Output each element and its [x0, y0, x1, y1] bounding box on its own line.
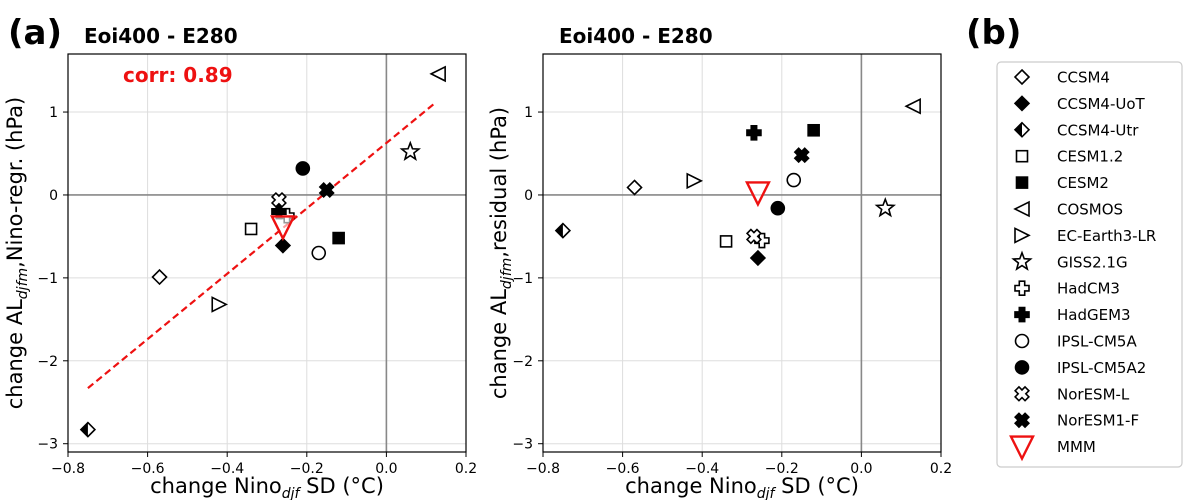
legend-label: CESM1.2	[1057, 148, 1123, 166]
scatter-panel-nino-regr: Eoi400 - E280 change ALdjfm,Nino-regr. (…	[3, 24, 477, 500]
panel-label-a: (a)	[8, 13, 62, 53]
triangle-left-open-icon	[1013, 200, 1030, 218]
y-tick-label: −2	[512, 354, 533, 370]
plot-frame	[542, 53, 942, 453]
x-tick-label: −0.6	[131, 461, 165, 477]
x-tick-label: −0.4	[685, 461, 719, 477]
legend-label: HadGEM3	[1057, 306, 1131, 324]
plus-filled-icon	[1014, 306, 1030, 323]
x-axis-label: change Ninodjf SD (°C)	[150, 474, 384, 500]
data-point-cosmos	[904, 97, 921, 115]
y-tick-label: 1	[524, 105, 533, 121]
legend-label: NorESM1-F	[1057, 412, 1139, 430]
legend-label: IPSL-CM5A2	[1057, 359, 1146, 377]
x-open-icon	[1014, 385, 1030, 402]
panel-b-title: Eoi400 - E280	[559, 24, 713, 48]
plus-open-icon	[1014, 280, 1030, 297]
legend-label: NorESM-L	[1057, 385, 1130, 403]
data-point-ec-earth3-lr	[686, 172, 704, 190]
data-point-giss2-1g	[399, 140, 421, 161]
triangle-down-red-icon	[1009, 435, 1035, 462]
legend-label: EC-Earth3-LR	[1057, 227, 1156, 245]
legend-label: CCSM4-UoT	[1057, 95, 1146, 113]
x-tick-label: −0.8	[51, 461, 85, 477]
x-tick-label: −0.4	[210, 461, 244, 477]
data-point-noresm1-f	[793, 147, 810, 164]
x-tick-label: 0.0	[850, 461, 872, 477]
data-point-ipsl-cm5a2	[770, 200, 786, 216]
diamond-half-icon	[1013, 121, 1031, 138]
x-tick-label: −0.2	[765, 461, 799, 477]
correlation-annotation: corr: 0.89	[123, 63, 233, 87]
circle-filled-icon	[1014, 360, 1030, 375]
data-point-ccsm4-utr	[554, 222, 572, 239]
legend-label: MMM	[1057, 438, 1096, 456]
panel-label-b: (b)	[966, 13, 1021, 53]
x-tick-label: 0.2	[455, 461, 477, 477]
square-filled-icon	[1015, 176, 1029, 189]
data-point-cesm2	[807, 123, 820, 137]
data-point-ipsl-cm5a	[786, 172, 802, 188]
y-tick-label: 0	[49, 188, 58, 204]
data-point-noresm-l	[745, 228, 762, 245]
data-point-cosmos	[429, 65, 446, 83]
legend-label: IPSL-CM5A	[1057, 333, 1137, 351]
y-tick-label: −2	[37, 354, 58, 370]
data-point-ccsm4-utr	[79, 421, 97, 438]
panel-a-title: Eoi400 - E280	[84, 24, 238, 48]
data-point-mmm	[744, 181, 771, 208]
data-point-hadgem3	[746, 124, 762, 141]
legend-box	[996, 61, 1183, 468]
y-axis-label: change ALdjfm,residual (hPa)	[487, 107, 515, 399]
x-tick-label: 0.0	[375, 461, 397, 477]
data-point-ipsl-cm5a	[311, 245, 327, 261]
data-point-cesm1-2	[244, 222, 258, 236]
plot-frame	[67, 53, 467, 453]
y-tick-label: −1	[512, 271, 533, 287]
data-point-giss2-1g	[874, 196, 896, 218]
scatter-panel-residual: Eoi400 - E280 change ALdjfm,residual (hP…	[487, 24, 952, 500]
data-point-cesm1-2	[719, 235, 733, 248]
data-point-mmm	[269, 215, 296, 242]
y-tick-label: 1	[49, 105, 58, 121]
x-tick-label: 0.2	[930, 461, 952, 477]
data-point-noresm-l	[270, 191, 287, 208]
y-tick-label: −1	[37, 271, 58, 287]
regression-line	[87, 102, 435, 390]
data-point-noresm1-f	[318, 181, 335, 198]
diamond-open-icon	[1013, 68, 1031, 86]
diamond-filled-icon	[1013, 95, 1031, 112]
x-tick-label: −0.2	[290, 461, 324, 477]
x-tick-label: −0.6	[606, 461, 640, 477]
data-point-ipsl-cm5a2	[295, 161, 311, 176]
legend-label: GISS2.1G	[1057, 253, 1128, 271]
legend-label: CCSM4-Utr	[1057, 121, 1139, 139]
x-tick-label: −0.8	[526, 461, 560, 477]
circle-open-icon	[1014, 333, 1030, 349]
y-axis-label: change ALdjfm,Nino-regr. (hPa)	[3, 97, 31, 409]
data-point-ccsm4	[151, 268, 168, 286]
x-axis-label: change Ninodjf SD (°C)	[625, 474, 859, 500]
star-open-icon	[1011, 250, 1033, 271]
legend: CCSM4 CCSM4-UoT CCSM4-Utr CESM1.2 CESM2 COSMO…	[996, 61, 1183, 468]
data-point-ec-earth3-lr	[211, 296, 229, 313]
legend-label: CCSM4	[1057, 69, 1110, 87]
legend-label: CESM2	[1057, 174, 1109, 192]
data-point-ccsm4-uot	[749, 249, 767, 267]
y-tick-label: 0	[524, 188, 533, 204]
x-filled-icon	[1014, 412, 1030, 429]
data-point-ccsm4	[626, 179, 643, 196]
data-point-ccsm4-uot	[274, 237, 292, 254]
y-tick-label: −3	[37, 437, 58, 453]
legend-label: HadCM3	[1057, 280, 1120, 298]
square-open-icon	[1015, 149, 1029, 163]
data-point-cesm2	[332, 231, 345, 245]
y-tick-label: −3	[512, 437, 533, 453]
legend-label: COSMOS	[1057, 201, 1123, 219]
triangle-right-open-icon	[1014, 227, 1031, 244]
